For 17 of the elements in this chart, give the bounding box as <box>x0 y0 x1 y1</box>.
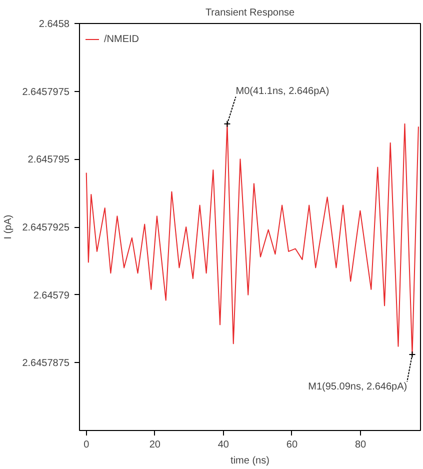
legend-label: /NMEID <box>104 34 139 44</box>
y-axis-title: I (pA) <box>3 214 14 240</box>
y-tick-label: 2.6457875 <box>22 358 70 370</box>
y-tick-label: 2.6457975 <box>22 86 70 98</box>
y-tick-label: 2.645795 <box>28 154 70 166</box>
annotation: M0(41.1ns, 2.646pA) <box>236 86 330 97</box>
y-tick-label: 2.64579 <box>33 290 70 302</box>
x-axis-title: time (ns) <box>230 456 270 466</box>
y-tick-label: 2.6457925 <box>22 222 70 234</box>
x-tick-label: 40 <box>218 440 230 450</box>
x-tick-label: 60 <box>286 440 298 450</box>
x-tick-label: 20 <box>149 440 161 450</box>
y-tick-label: 2.6458 <box>38 19 70 30</box>
annotation: M1(95.09ns, 2.646pA) <box>308 382 408 393</box>
x-tick-label: 0 <box>84 440 90 450</box>
chart-title: Transient Response <box>205 8 295 18</box>
x-tick-label: 80 <box>354 440 367 450</box>
